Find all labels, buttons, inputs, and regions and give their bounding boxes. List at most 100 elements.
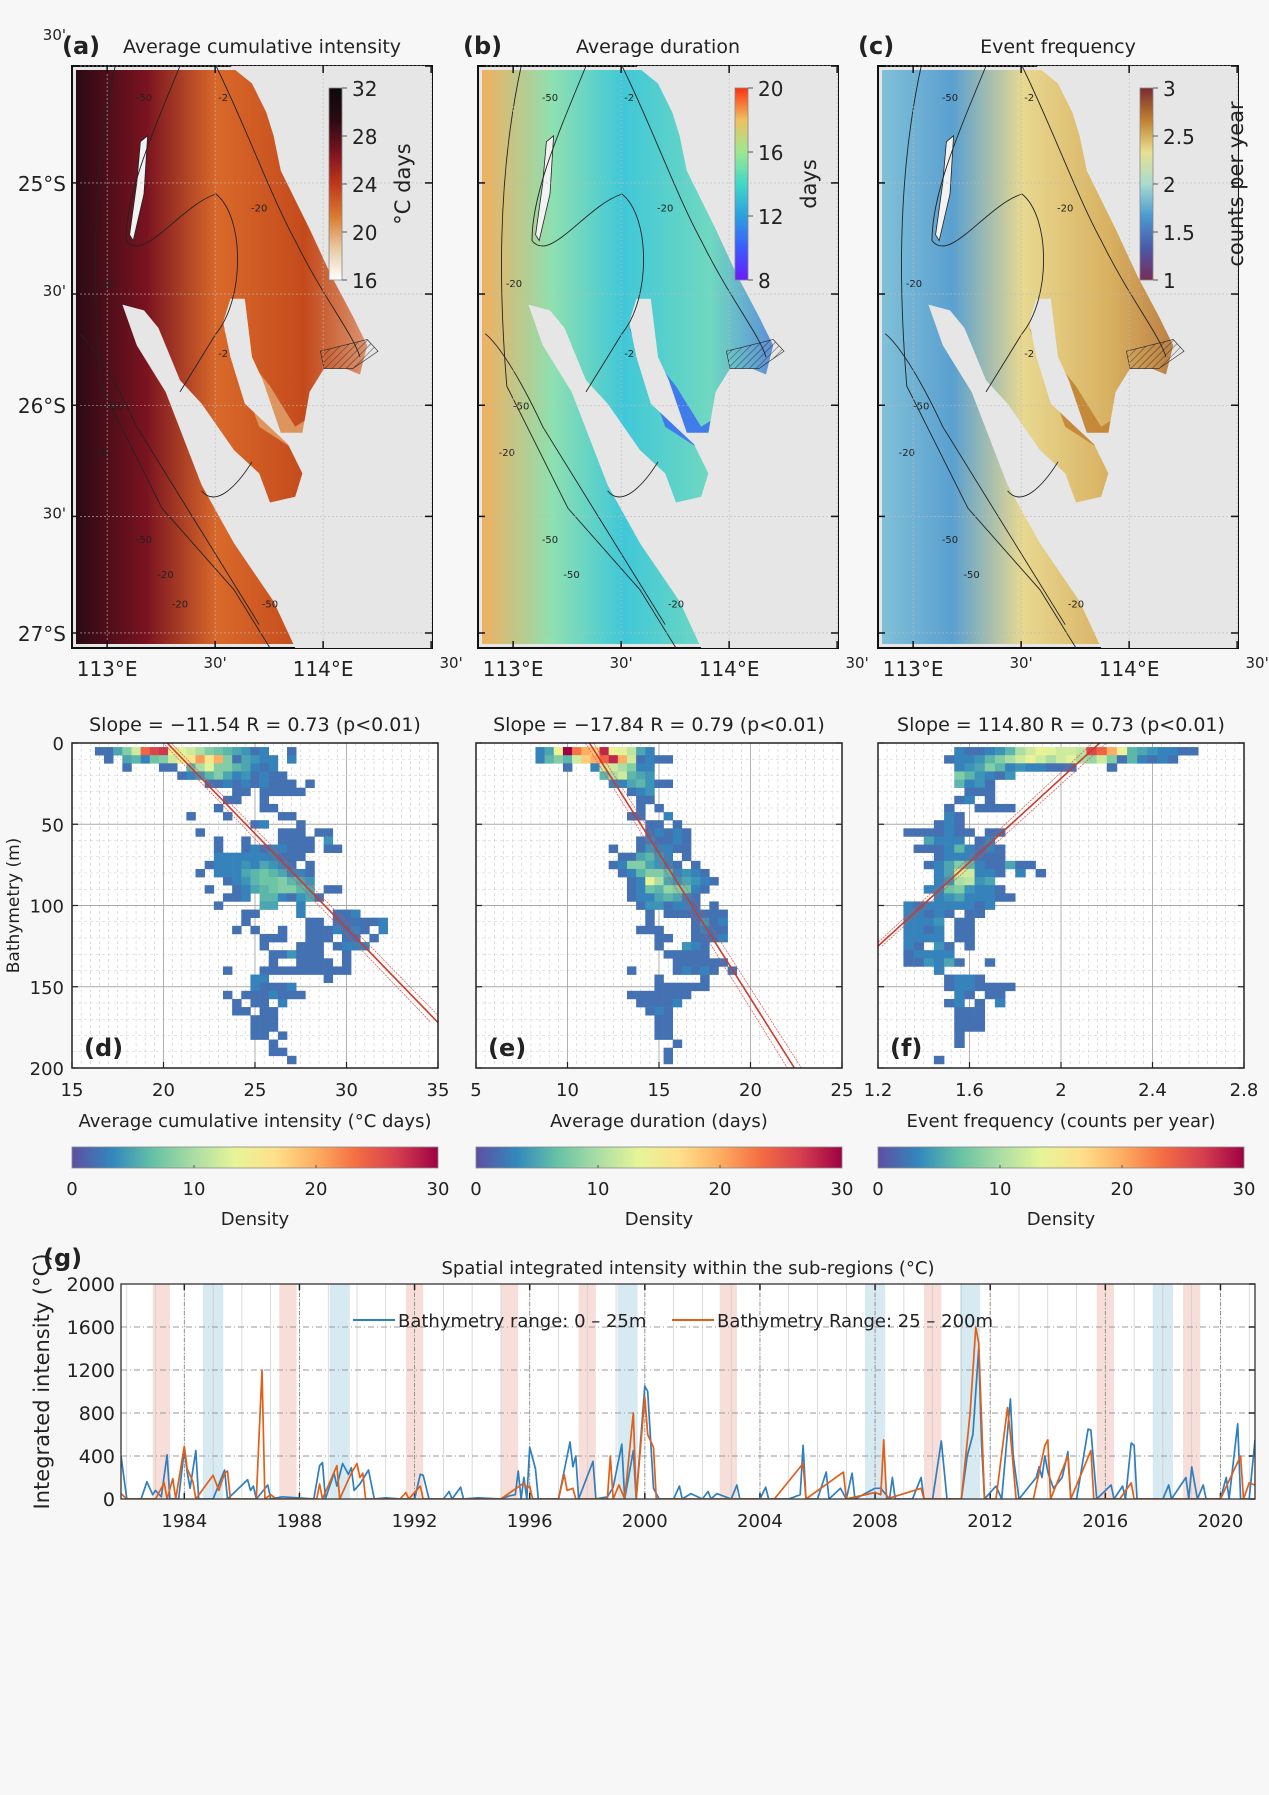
density-cell [964,868,975,878]
density-cell [974,803,986,813]
density-cell [974,877,986,886]
density-cell [1035,868,1047,878]
density-cell [672,828,683,837]
x-tick-label: 113°E [77,657,138,681]
density-cell [268,1047,279,1057]
density-cell [232,852,242,862]
density-cell [672,893,683,902]
density-cell [913,933,925,943]
density-cell [984,779,996,788]
density-cell [700,933,710,943]
y-tick-label: 50 [41,815,64,836]
density-cell [241,755,251,764]
density-colorbar [877,1146,1245,1169]
density-cell [645,901,655,910]
density-cell [369,917,379,927]
density-cell [186,771,196,780]
density-cell [654,942,664,951]
panel-label: (b) [463,32,502,60]
density-cell [305,933,315,943]
density-cell [933,828,945,837]
island [535,134,555,242]
density-cell [645,828,655,837]
density-cell [954,901,965,910]
density-cell [654,893,664,902]
density-cell [287,885,297,894]
density-cell [195,868,205,878]
density-cell [700,966,710,975]
density-cell [241,990,251,1000]
density-cell [964,885,975,894]
density-cell [268,958,279,967]
density-cell [636,763,646,772]
density-cell [700,877,710,886]
density-cell [222,893,233,902]
density-cell [913,828,925,837]
density-cell [974,998,986,1008]
density-cell [923,909,935,918]
density-cell [954,812,965,821]
density-cell [1127,747,1138,756]
density-cell [341,933,352,943]
density-cell [923,958,935,967]
bathymetry-contour [78,333,260,625]
density-cell [277,982,288,992]
density-cell [1035,763,1047,772]
density-cell [626,747,637,756]
density-cell [232,779,242,788]
density-cell [1127,755,1138,764]
density-cell [913,917,925,927]
density-cell [213,852,224,862]
density-cell [709,877,719,886]
density-cell [259,803,270,813]
density-cell [287,982,297,992]
colorbar-tick-label: 0 [66,1179,77,1200]
contour-label: -50 [136,93,152,104]
x-tick-label: 10 [556,1080,579,1101]
density-cell [913,909,925,918]
density-cell [944,950,955,959]
density-cell [672,901,683,910]
density-cell [718,925,728,935]
density-cell [974,909,986,918]
density-cell [964,860,975,870]
density-cell [691,950,701,959]
density-cell [1015,755,1026,764]
density-cell [1055,763,1067,772]
density-cell [213,803,224,813]
density-cell [654,836,664,845]
density-cell [709,966,719,975]
density-cell [617,763,628,772]
density-cell [663,901,674,910]
panel-title: Event frequency [980,36,1136,58]
density-cell [287,747,297,756]
density-cell [572,747,582,756]
density-cell [636,877,646,886]
density-cell [323,844,334,853]
la-nina-band [279,1284,297,1499]
density-cell [259,787,270,797]
density-cell [213,779,224,788]
density-cell [277,990,288,1000]
density-cell [277,860,288,870]
density-cell [672,820,683,829]
x-tick-label: 30' [204,654,227,672]
series-line-shallow [121,1347,1255,1499]
density-cell [645,917,655,927]
regression-group [878,743,1107,947]
density-cell [296,820,306,829]
density-cell [259,763,270,772]
density-cell [636,755,646,764]
density-cell [923,860,935,870]
density-cell [277,893,288,902]
density-cell [691,868,701,878]
colorbar-tick-label: 28 [352,125,377,149]
series-line-deep [121,1326,1255,1499]
density-cell [663,1047,674,1057]
density-cell [663,950,674,959]
density-cell [933,958,945,967]
density-cell [277,771,288,780]
land-mass [928,66,1238,648]
density-cell [645,852,655,862]
density-cell [933,893,945,902]
